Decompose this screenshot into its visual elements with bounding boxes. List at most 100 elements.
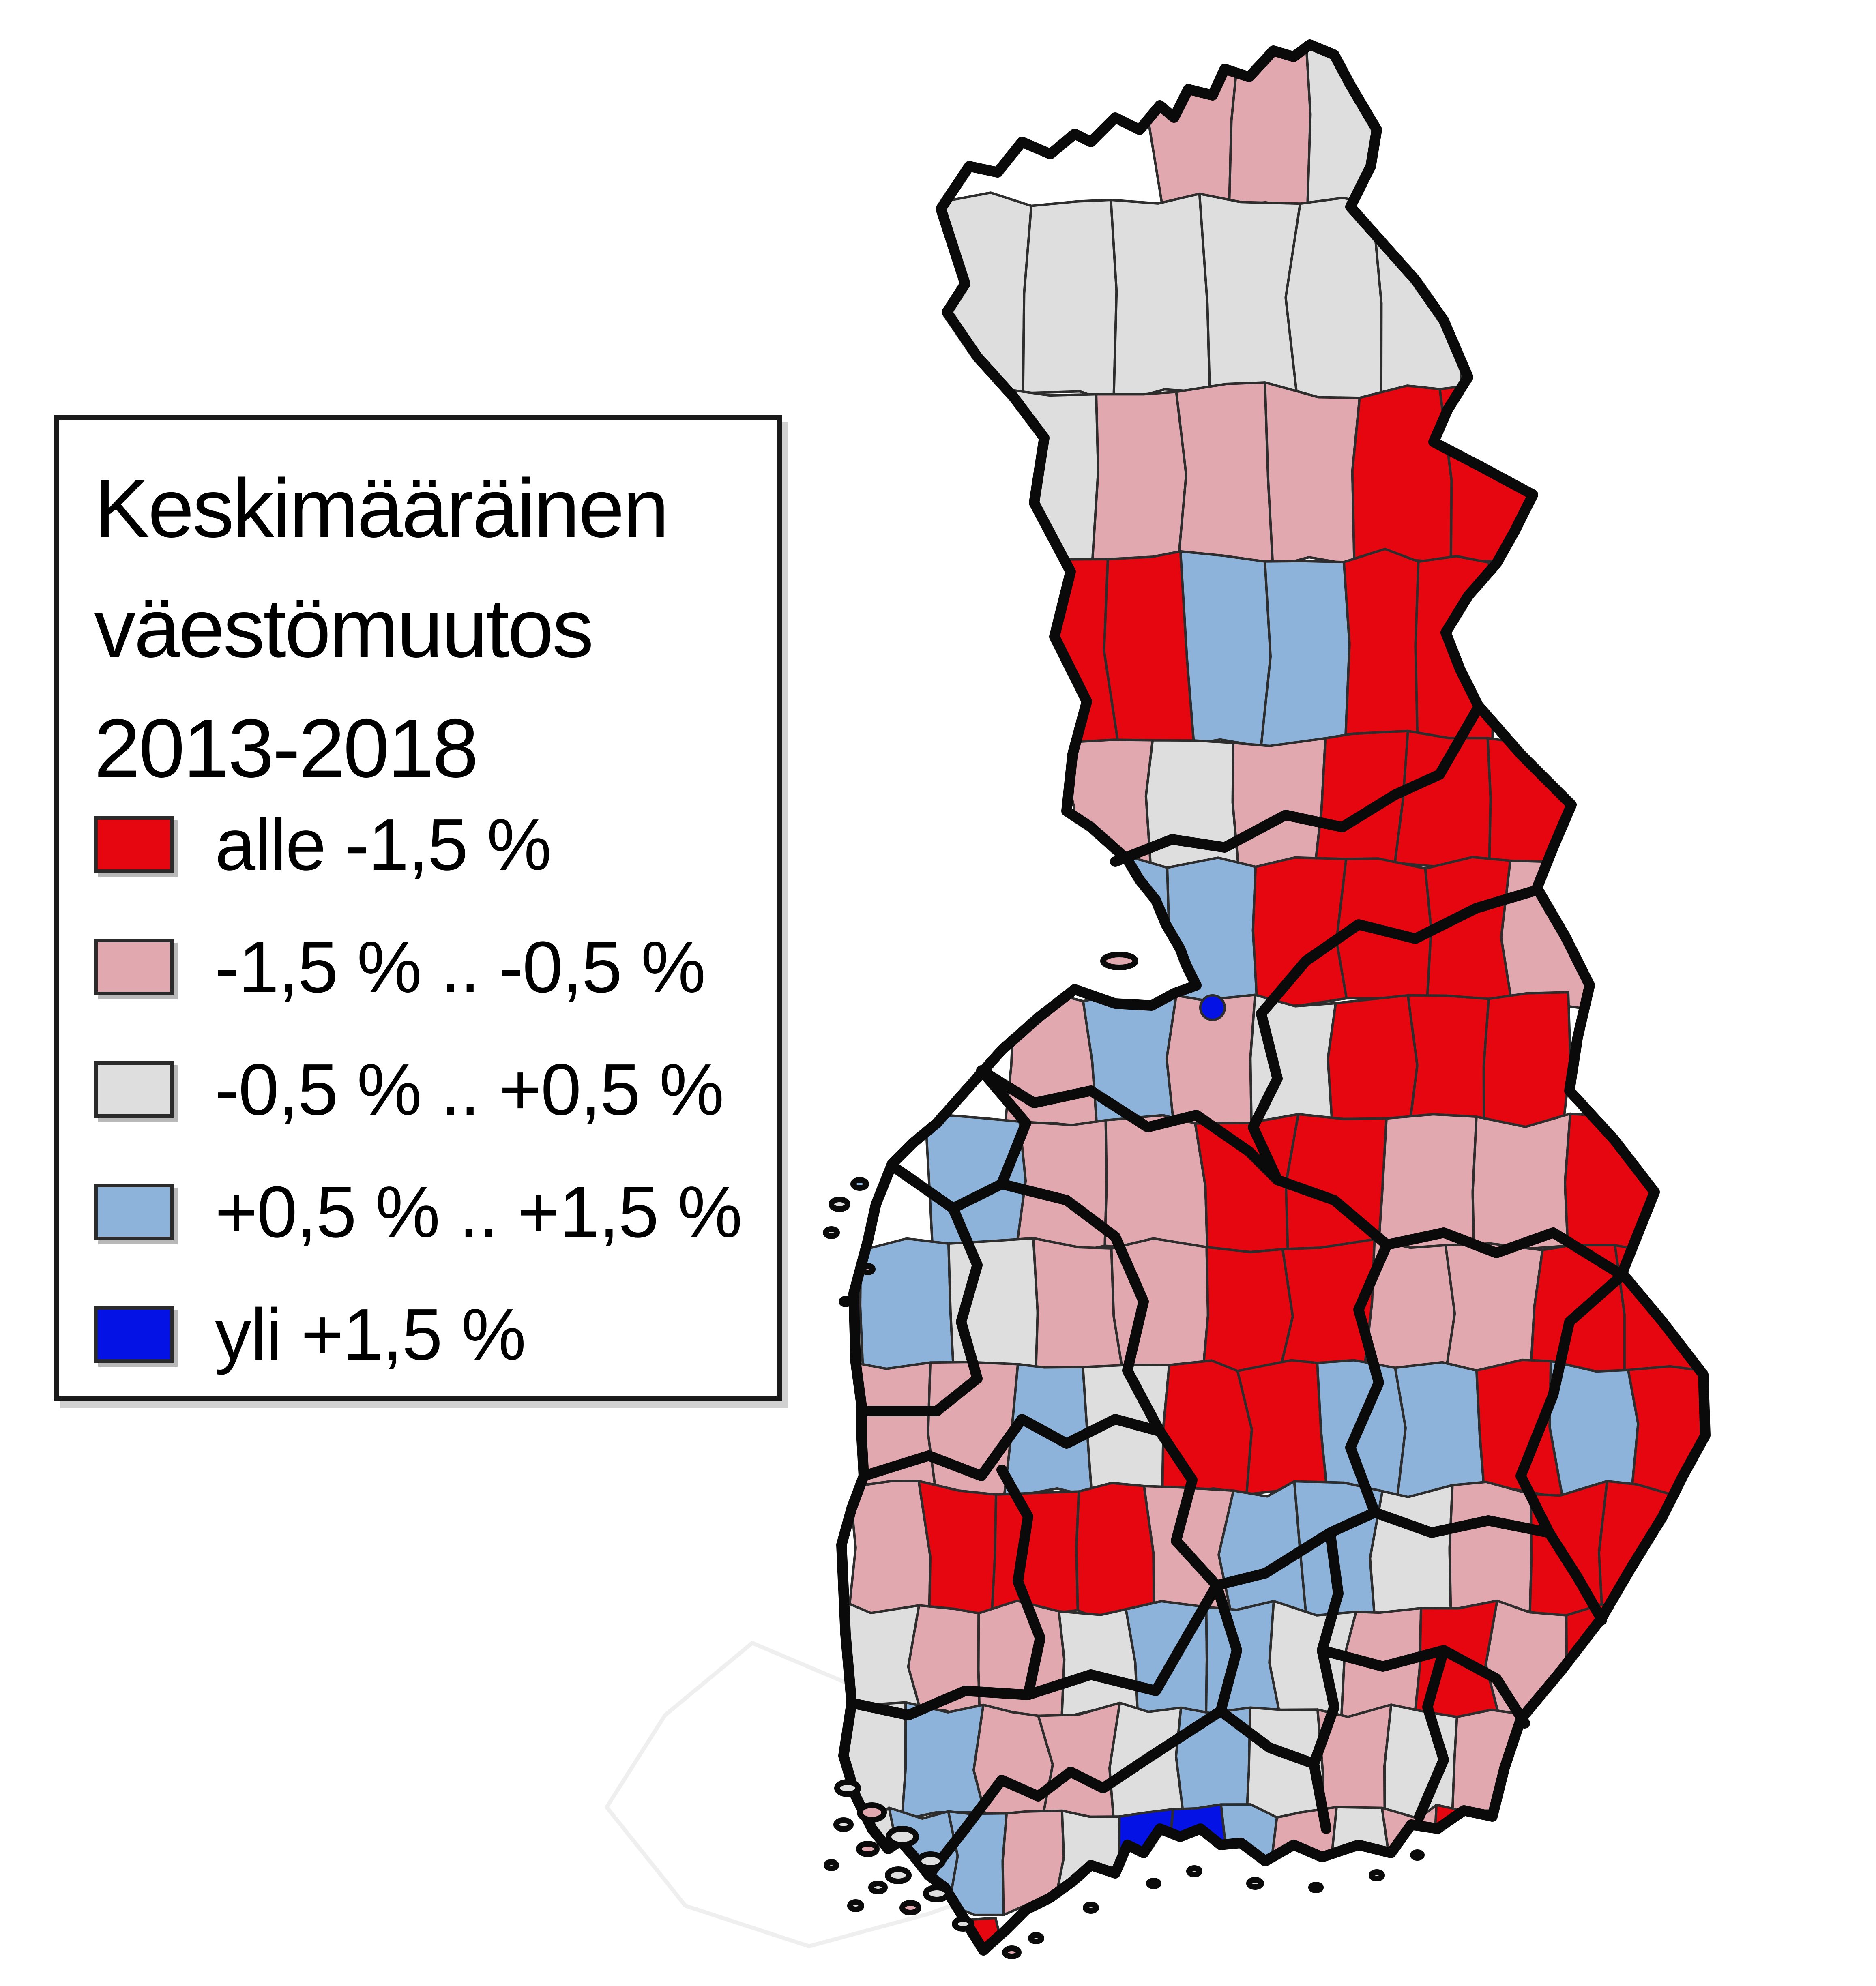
island [916,1851,946,1871]
legend-item-minus-1-5-to-minus-0-5: -1,5 % .. -0,5 % [94,927,777,1008]
island [834,1779,861,1797]
municipality-cell [1305,45,1395,212]
municipality-cell [1351,384,1453,566]
municipality-cell [901,1701,986,1821]
municipality-cell [1175,381,1274,573]
municipality-cell [1251,856,1348,1008]
municipality-cell [1369,1484,1454,1624]
municipality-cell [1086,856,1176,1011]
island [823,1226,840,1239]
legend-items: alle -1,5 % -1,5 % .. -0,5 % -0,5 % .. +… [94,804,777,1375]
legend-swatch-pink [94,939,174,995]
island [1410,1849,1425,1861]
municipality-cell [1406,994,1490,1134]
municipality-cell [1161,1359,1253,1499]
legend-panel: Keskimääräinen väestömuutos 2013-2018 al… [54,415,782,1401]
municipality-cell [990,1490,1080,1620]
island [850,1177,869,1191]
legend-label: +0,5 % .. +1,5 % [215,1171,743,1253]
municipality-cell [1058,1608,1139,1720]
archipelago-islands [823,952,1425,1959]
municipality-cell [1032,1237,1124,1375]
island [856,1841,880,1857]
municipality-cell [1163,1803,1230,1915]
island [868,1881,888,1894]
municipality-cell [1022,199,1118,405]
municipality-cell [1231,737,1327,872]
legend-swatch-red [94,816,174,873]
island [952,1916,974,1932]
municipality-cell [977,1600,1066,1724]
island [1308,1882,1324,1893]
municipality-cell [1075,1482,1155,1624]
legend-item-above-plus-1-5: yli +1,5 % [94,1294,777,1375]
island [1028,1932,1044,1944]
municipality-cell [1264,381,1361,568]
finland-map-group [605,39,1711,1959]
legend-swatch-lightblue [94,1184,174,1240]
island [1369,1869,1385,1881]
city-highlight [1199,994,1226,1021]
municipality-cell [1090,390,1187,572]
island [1002,1945,1022,1959]
region-borders [846,702,1627,1881]
municipality-cell [1548,1360,1640,1502]
municipality-cell [1082,990,1178,1130]
legend-item-minus-0-5-to-plus-0-5: -0,5 % .. +0,5 % [94,1049,777,1130]
island [1100,952,1138,970]
municipality-cell [859,1237,955,1383]
municipality-cell [1482,991,1572,1137]
municipality-cell [1144,739,1240,877]
legend-title: Keskimääräinen väestömuutos 2013-2018 [94,448,777,809]
island [847,1899,864,1912]
municipality-cell [1327,994,1419,1137]
municipality-cell [1103,1114,1209,1256]
municipality-cell [1110,192,1211,405]
legend-title-line-1: Keskimääräinen [94,462,669,555]
municipality-cell [1217,1480,1307,1619]
island [886,1826,919,1848]
island [885,1866,912,1884]
legend-title-line-2: väestömuutos [94,582,594,675]
legend-item-below-minus-1-5: alle -1,5 % [94,804,777,886]
island [860,1263,876,1275]
legend-title-line-3: 2013-2018 [94,702,479,795]
legend-label: yli +1,5 % [215,1293,526,1375]
legend-swatch-blue [94,1306,174,1363]
municipality-cell [1179,550,1272,748]
municipality-cell [1103,550,1196,751]
municipality-cell [1342,548,1420,749]
island [829,1197,850,1212]
legend-item-plus-0-5-to-plus-1-5: +0,5 % .. +1,5 % [94,1171,777,1253]
island [857,1802,887,1823]
municipality-cell [1194,1113,1300,1262]
island [1246,1877,1264,1890]
municipality-cell [1228,45,1312,212]
municipality-cell [1424,856,1514,1011]
island [1083,1902,1099,1914]
municipality-cell [1444,1242,1544,1379]
municipality-cell [1448,1480,1533,1613]
municipality-cell [1500,859,1590,1011]
island [833,1817,854,1832]
island [899,1900,921,1915]
municipality-cell [1484,1599,1568,1716]
municipality-cell [1393,729,1492,877]
island [1186,1865,1202,1877]
legend-swatch-gray [94,1061,174,1118]
municipality-cell [1052,1809,1121,1913]
legend-label: -0,5 % .. +0,5 % [215,1049,724,1130]
island [1146,1878,1161,1889]
legend-label: -1,5 % .. -0,5 % [215,926,706,1008]
island [839,1296,852,1307]
legend-label: alle -1,5 % [215,804,552,886]
municipality-cell [917,1480,998,1622]
municipality-cell [1236,1359,1329,1496]
map-coastline [836,39,1711,1956]
municipality-cell [1260,560,1351,751]
municipality-cell [846,1480,932,1624]
municipality-cell [1201,1246,1294,1377]
municipality-cell [1147,45,1241,216]
